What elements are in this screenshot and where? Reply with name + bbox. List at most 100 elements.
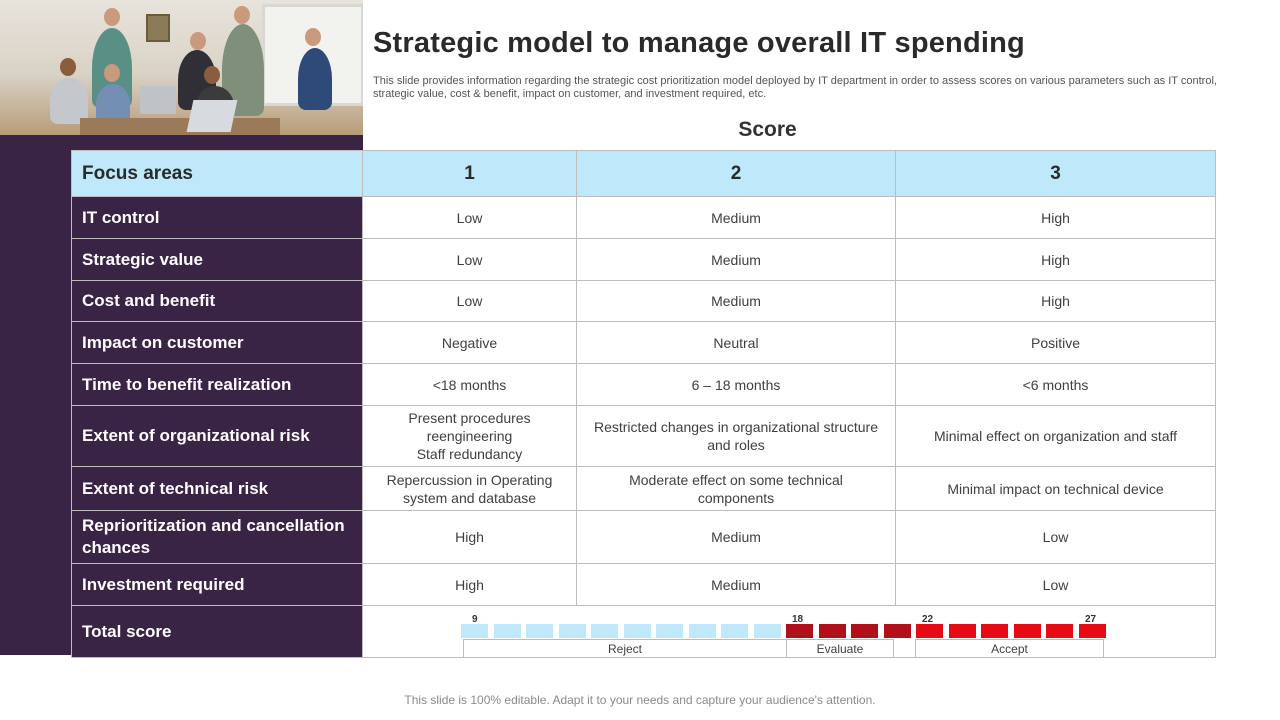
scale-block-reject — [526, 624, 553, 638]
page-title: Strategic model to manage overall IT spe… — [373, 27, 1025, 59]
photo-table — [80, 118, 280, 135]
score-3-cell: High — [895, 280, 1216, 322]
cell-line: Low — [1042, 576, 1069, 593]
cell-line: Medium — [711, 209, 761, 226]
scale-block-accept — [1046, 624, 1073, 638]
photo-laptop — [186, 100, 238, 132]
scale-block-reject — [689, 624, 716, 638]
cell-line: and roles — [707, 437, 765, 453]
cell-line: Restricted changes in organizational str… — [593, 419, 879, 435]
table-row: Cost and benefit Low Medium High — [71, 280, 1216, 322]
score-3-cell: <6 months — [895, 363, 1216, 406]
scale-block-reject — [591, 624, 618, 638]
row-label: Extent of technical risk — [71, 466, 363, 511]
row-label: Investment required — [71, 563, 363, 606]
table-row: Strategic value Low Medium High — [71, 238, 1216, 281]
score-3-cell: High — [895, 196, 1216, 239]
cell-line: reengineering — [426, 428, 513, 444]
cell-line: High — [1041, 293, 1070, 309]
row-label: Reprioritization and cancellation chance… — [71, 510, 363, 564]
score-2-cell: 6 – 18 months — [576, 363, 896, 406]
scale-block-reject — [559, 624, 586, 638]
photo-person — [50, 78, 88, 124]
score-1-cell: Negative — [362, 321, 577, 364]
row-label: Cost and benefit — [71, 280, 363, 322]
table-row: Time to benefit realization <18 months 6… — [71, 363, 1216, 406]
score-1-cell: Repercussion in Operating system and dat… — [362, 466, 577, 511]
score-3-cell: High — [895, 238, 1216, 281]
score-1-cell: Low — [362, 196, 577, 239]
marker-27: 27 — [1085, 614, 1097, 625]
page-description: This slide provides information regardin… — [373, 75, 1217, 100]
scale-block-accept — [949, 624, 976, 638]
cell-line: High — [1041, 209, 1070, 226]
score-2-cell: Restricted changes in organizational str… — [576, 405, 896, 467]
scale-block-reject — [721, 624, 748, 638]
cell-line: components — [697, 489, 775, 506]
scale-block-evaluate — [819, 624, 846, 638]
cell-line: Staff redundancy — [416, 446, 523, 462]
cell-line: High — [455, 529, 484, 545]
score-2-cell: Medium — [576, 563, 896, 606]
photo-head — [234, 6, 250, 24]
footer-note: This slide is 100% editable. Adapt it to… — [404, 693, 876, 707]
cell-line: Low — [456, 251, 483, 268]
table-row: Reprioritization and cancellation chance… — [71, 510, 1216, 564]
cell-line: Neutral — [713, 334, 759, 351]
photo-head — [104, 8, 120, 26]
scale-block-reject — [624, 624, 651, 638]
score-1-cell: High — [362, 563, 577, 606]
scale-block-accept — [981, 624, 1008, 638]
table-row: Investment required High Medium Low — [71, 563, 1216, 606]
scale-block-reject — [494, 624, 521, 638]
scale-block-reject — [754, 624, 781, 638]
cell-line: High — [1041, 251, 1070, 268]
header-focus-areas: Focus areas — [71, 150, 363, 197]
header-score-3: 3 — [895, 150, 1216, 197]
cell-line: Low — [1042, 529, 1069, 545]
header-score-2: 2 — [576, 150, 896, 197]
header-score-1: 1 — [362, 150, 577, 197]
cell-line: 6 – 18 months — [691, 376, 781, 393]
score-3-cell: Minimal effect on organization and staff — [895, 405, 1216, 467]
zone-evaluate: Evaluate — [786, 639, 894, 658]
cell-line: Medium — [711, 529, 761, 545]
photo-wall-frame — [146, 14, 170, 42]
score-1-cell: Low — [362, 238, 577, 281]
cell-line: Medium — [711, 576, 761, 593]
cell-line: Medium — [711, 293, 761, 309]
scale-block-evaluate — [884, 624, 911, 638]
score-3-cell: Low — [895, 510, 1216, 564]
score-2-cell: Medium — [576, 280, 896, 322]
row-label: IT control — [71, 196, 363, 239]
cell-line: system and database — [402, 489, 537, 506]
cell-line: High — [455, 576, 484, 593]
photo-head — [60, 58, 76, 76]
score-3-cell: Positive — [895, 321, 1216, 364]
scoring-table: Focus areas 1 2 3 IT control Low Medium … — [71, 150, 1216, 658]
cell-line: Positive — [1030, 334, 1081, 351]
marker-9: 9 — [472, 614, 478, 625]
marker-22: 22 — [922, 614, 934, 625]
marker-18: 18 — [792, 614, 804, 625]
photo-head — [104, 64, 120, 82]
row-label: Impact on customer — [71, 321, 363, 364]
cell-line: Negative — [441, 334, 498, 351]
total-score-row: Total score 9 18 22 27 — [71, 605, 1216, 658]
cell-line: Low — [456, 209, 483, 226]
row-label: Extent of organizational risk — [71, 405, 363, 467]
scale-block-evaluate — [851, 624, 878, 638]
cell-line: Low — [456, 293, 483, 309]
table-header-row: Focus areas 1 2 3 — [71, 150, 1216, 197]
zone-reject: Reject — [463, 639, 787, 658]
score-heading: Score — [738, 118, 797, 141]
photo-person — [96, 84, 130, 124]
score-2-cell: Neutral — [576, 321, 896, 364]
photo-head — [190, 32, 206, 50]
cell-line: <18 months — [432, 376, 507, 393]
cell-line: Present procedures — [408, 410, 531, 426]
score-1-cell: Present procedures reengineering Staff r… — [362, 405, 577, 467]
scale-block-accept — [916, 624, 943, 638]
table-row: Extent of technical risk Repercussion in… — [71, 466, 1216, 511]
scale-block-reject — [656, 624, 683, 638]
